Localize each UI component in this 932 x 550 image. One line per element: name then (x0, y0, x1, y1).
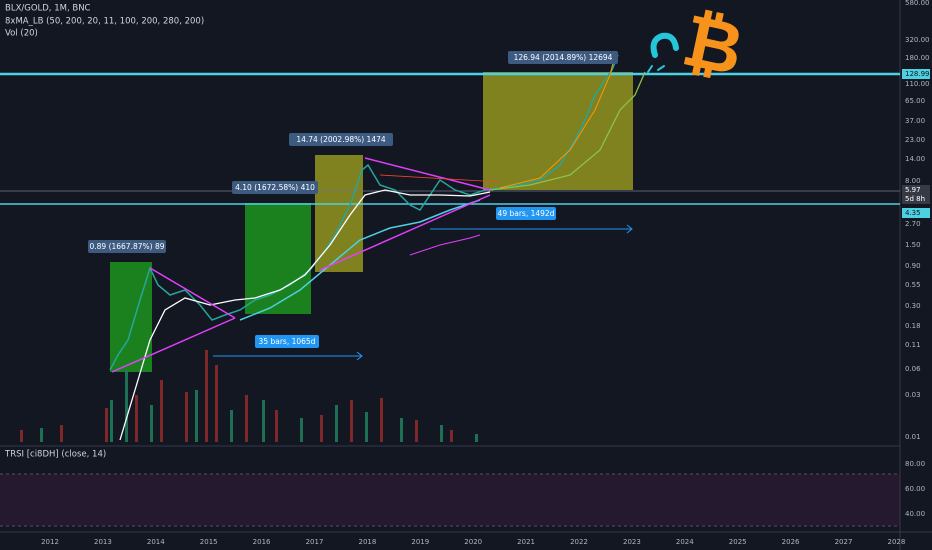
volume-bars (20, 350, 453, 442)
annotation-box (496, 207, 556, 220)
price-tag-label: 4.35 (905, 209, 921, 217)
price-tag (902, 69, 930, 79)
price-tick-label: 0.06 (905, 365, 921, 373)
annotation-box (255, 335, 319, 348)
annotation: 49 bars, 1492d (498, 209, 555, 218)
rsi-tick-label: 40.00 (905, 510, 925, 518)
rsi-axis: 80.00 60.00 40.00 (905, 460, 925, 518)
price-tag (902, 185, 930, 195)
rsi-tick-label: 80.00 (905, 460, 925, 468)
ma-line (489, 71, 646, 191)
price-tag-label: 5d 8h (905, 195, 925, 203)
indicator: 8xMA_LB (50, 200, 20, 11, 100, 200, 280,… (5, 17, 204, 27)
time-tick-label: 2026 (782, 538, 800, 546)
range-box (110, 262, 152, 372)
trend-line (379, 174, 501, 183)
price-tag (902, 194, 930, 204)
annotation-box (508, 51, 618, 64)
price-tag-label: 128.99 (905, 70, 930, 78)
range-box (483, 72, 633, 190)
price-tick-label: 0.11 (905, 341, 921, 349)
time-tick-label: 2025 (729, 538, 747, 546)
range-box (245, 203, 311, 314)
time-tick-label: 2015 (200, 538, 218, 546)
annotation: 14.74 (2002.98%) 1474 (296, 135, 386, 144)
price-tick-label: 180.00 (905, 54, 930, 62)
time-tick-label: 2028 (887, 538, 905, 546)
annotation: 0.89 (1667.87%) 89 (89, 242, 164, 251)
annotation-box (232, 181, 318, 194)
annotation: 4.10 (1672.58%) 410 (235, 183, 315, 192)
symbol: BLX/GOLD, 1M, BNC (5, 4, 91, 14)
price-tag-label: 5.97 (905, 186, 921, 194)
price-tick-label: 0.30 (905, 302, 921, 310)
time-tick-label: 2022 (570, 538, 588, 546)
price-pane (0, 0, 900, 445)
rsi-tick-label: 60.00 (905, 485, 925, 493)
time-tick-label: 2018 (358, 538, 376, 546)
time-tick-label: 2016 (253, 538, 271, 546)
price-tag (902, 208, 930, 218)
price-tick-label: 8.00 (905, 177, 921, 185)
price-tick-label: 14.00 (905, 155, 925, 163)
range-arrow (213, 224, 633, 361)
annotation: 35 bars, 1065d (259, 337, 316, 346)
price-tick-label: 65.00 (905, 97, 925, 105)
price-tick-label: 0.55 (905, 281, 921, 289)
price-axis: 580.00320.00180.00110.0065.0037.0023.001… (905, 0, 930, 441)
price-tick-label: 0.18 (905, 322, 921, 330)
time-tick-label: 2027 (835, 538, 853, 546)
time-tick-label: 2012 (41, 538, 59, 546)
price-tick-label: 23.00 (905, 136, 925, 144)
price-tick-label: 110.00 (905, 80, 930, 88)
volume-bars (40, 370, 478, 442)
time-tick-label: 2017 (306, 538, 324, 546)
price-tick-label: 0.90 (905, 262, 921, 270)
time-tick-label: 2023 (623, 538, 641, 546)
trend-lines (111, 157, 491, 373)
time-tick-label: 2019 (411, 538, 429, 546)
annotation-box (289, 133, 393, 146)
price-tick-label: 1.50 (905, 241, 921, 249)
time-axis: 2012 2013 2014 2015 2016 2017 2018 2019 2020 2021… (41, 538, 905, 546)
time-tick-label: 2024 (676, 538, 694, 546)
price-tick-label: 0.03 (905, 391, 921, 399)
time-tick-label: 2020 (464, 538, 482, 546)
time-tick-label: 2021 (517, 538, 535, 546)
magnet-icon (647, 32, 679, 73)
ma-line (499, 54, 616, 189)
price-tick-label: 37.00 (905, 117, 925, 125)
price-tick-label: 580.00 (905, 0, 930, 7)
annotation: 126.94 (2014.89%) 12694 (514, 53, 613, 62)
price-path (109, 54, 619, 371)
time-tick-label: 2014 (147, 538, 165, 546)
ma-line (409, 234, 481, 256)
price-tick-label: 320.00 (905, 36, 930, 44)
price-tick-label: 2.70 (905, 220, 921, 228)
price-tick-label: 0.01 (905, 433, 921, 441)
volume-label: Vol (20) (5, 29, 38, 39)
time-tick-label: 2013 (94, 538, 112, 546)
ma-line (239, 199, 481, 321)
rsi-band (0, 474, 900, 526)
annotation-box (88, 240, 166, 253)
rsi-label: TRSI [ci8DH] (close, 14) (4, 450, 106, 460)
ma-line (119, 189, 491, 441)
